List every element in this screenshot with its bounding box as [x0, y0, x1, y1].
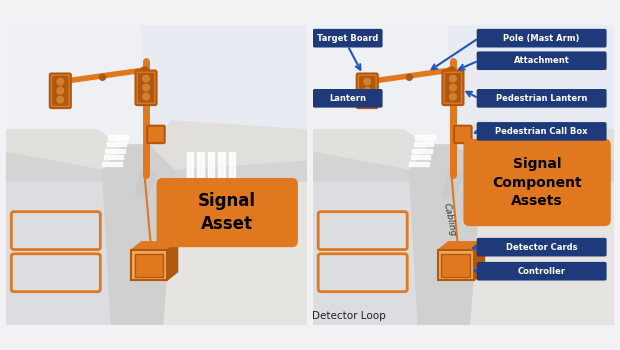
Circle shape — [140, 67, 149, 76]
Polygon shape — [536, 152, 542, 180]
FancyBboxPatch shape — [136, 70, 156, 105]
Polygon shape — [313, 160, 458, 326]
Polygon shape — [107, 142, 126, 146]
Circle shape — [450, 84, 456, 91]
Polygon shape — [415, 135, 435, 140]
FancyBboxPatch shape — [135, 254, 164, 276]
Polygon shape — [218, 152, 225, 180]
FancyBboxPatch shape — [50, 74, 71, 108]
Polygon shape — [162, 181, 307, 326]
Polygon shape — [448, 25, 614, 160]
Polygon shape — [313, 130, 427, 169]
Polygon shape — [197, 152, 204, 180]
Polygon shape — [208, 152, 215, 180]
FancyBboxPatch shape — [477, 122, 606, 141]
Polygon shape — [409, 162, 429, 166]
Polygon shape — [131, 250, 167, 280]
Text: Target Board: Target Board — [317, 34, 378, 43]
Polygon shape — [504, 152, 511, 180]
Polygon shape — [525, 152, 532, 180]
Text: Signal
Asset: Signal Asset — [198, 192, 256, 233]
FancyBboxPatch shape — [463, 139, 611, 226]
Polygon shape — [102, 145, 175, 326]
FancyBboxPatch shape — [52, 76, 68, 106]
Circle shape — [406, 74, 412, 80]
Polygon shape — [187, 152, 193, 180]
Circle shape — [143, 93, 149, 100]
FancyBboxPatch shape — [147, 126, 165, 143]
Polygon shape — [494, 152, 500, 180]
Text: Pedestrian Call Box: Pedestrian Call Box — [495, 127, 588, 136]
Polygon shape — [438, 242, 484, 250]
Polygon shape — [469, 181, 614, 326]
Polygon shape — [6, 160, 151, 326]
Text: Detector Cards: Detector Cards — [506, 243, 577, 252]
Polygon shape — [411, 155, 430, 159]
FancyBboxPatch shape — [477, 51, 606, 70]
Polygon shape — [151, 121, 307, 169]
Polygon shape — [458, 121, 614, 169]
Text: Cabling: Cabling — [442, 203, 458, 238]
Polygon shape — [131, 242, 177, 250]
Polygon shape — [438, 250, 474, 280]
Polygon shape — [515, 152, 521, 180]
Text: Detector Loop: Detector Loop — [312, 311, 386, 321]
Circle shape — [364, 88, 371, 94]
Polygon shape — [474, 242, 484, 280]
FancyBboxPatch shape — [313, 29, 383, 48]
FancyBboxPatch shape — [356, 74, 378, 108]
Polygon shape — [313, 139, 614, 181]
FancyBboxPatch shape — [359, 76, 375, 106]
Circle shape — [450, 93, 456, 100]
Text: Lantern: Lantern — [329, 94, 366, 103]
Polygon shape — [104, 155, 123, 159]
Polygon shape — [167, 242, 177, 280]
Polygon shape — [102, 162, 122, 166]
FancyBboxPatch shape — [443, 70, 464, 105]
FancyBboxPatch shape — [477, 29, 606, 48]
FancyBboxPatch shape — [156, 178, 298, 247]
Circle shape — [99, 74, 105, 80]
Polygon shape — [105, 148, 125, 153]
FancyBboxPatch shape — [445, 73, 461, 103]
Polygon shape — [108, 135, 128, 140]
Polygon shape — [443, 172, 463, 196]
Polygon shape — [141, 25, 307, 160]
Polygon shape — [6, 139, 307, 181]
Circle shape — [143, 84, 149, 91]
Circle shape — [450, 75, 456, 82]
Polygon shape — [409, 145, 482, 326]
Polygon shape — [412, 148, 432, 153]
Polygon shape — [136, 172, 156, 196]
Text: Signal
Component
Assets: Signal Component Assets — [492, 157, 582, 208]
Polygon shape — [229, 152, 236, 180]
FancyBboxPatch shape — [477, 238, 606, 257]
FancyBboxPatch shape — [441, 254, 471, 276]
Circle shape — [57, 88, 64, 94]
Circle shape — [447, 67, 456, 76]
Circle shape — [364, 78, 371, 85]
Text: Controller: Controller — [518, 267, 565, 276]
Circle shape — [143, 75, 149, 82]
Circle shape — [57, 78, 64, 85]
FancyBboxPatch shape — [477, 89, 606, 108]
Polygon shape — [414, 142, 433, 146]
FancyBboxPatch shape — [313, 89, 383, 108]
Circle shape — [364, 96, 371, 103]
FancyBboxPatch shape — [477, 262, 606, 281]
Circle shape — [57, 96, 64, 103]
Polygon shape — [6, 130, 120, 169]
FancyBboxPatch shape — [454, 126, 472, 143]
Text: Attachment: Attachment — [514, 56, 570, 65]
Text: Pedestrian Lantern: Pedestrian Lantern — [496, 94, 587, 103]
FancyBboxPatch shape — [138, 73, 154, 103]
Text: Pole (Mast Arm): Pole (Mast Arm) — [503, 34, 580, 43]
